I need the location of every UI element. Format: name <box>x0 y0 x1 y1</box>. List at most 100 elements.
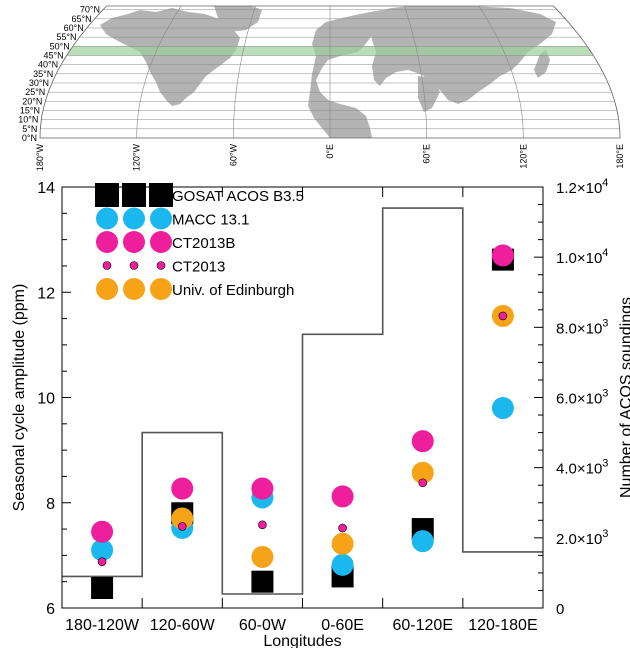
legend-marker <box>150 207 172 230</box>
svg-text:120°W: 120°W <box>132 144 142 172</box>
point-univ-of-edinburgh <box>171 507 194 530</box>
point-ct2013 <box>418 478 428 488</box>
legend-label: MACC 13.1 <box>172 212 250 229</box>
svg-text:0°E: 0°E <box>325 144 335 159</box>
amplitude-chart: 6 8 10 12 14 0 2.0×103 4.0×103 6.0×103 8.0×103 1.… <box>11 177 630 648</box>
legend-marker <box>156 261 166 270</box>
map-lon-label: 120°E <box>518 144 528 169</box>
point-ct2013 <box>258 520 267 530</box>
y-tick-label: 12 <box>37 285 55 302</box>
europe-africa-landmass <box>308 14 376 138</box>
map-graticule <box>40 6 620 138</box>
data-points <box>91 244 514 600</box>
point-gosat-acos-b3-5 <box>91 577 114 600</box>
y2-axis-label: Number of ACOS soundings <box>618 297 630 498</box>
point-ct2013b <box>171 477 194 500</box>
highlighted-latitude-band <box>40 46 620 56</box>
y-axis-label: Seasonal cycle amplitude (ppm) <box>11 284 28 512</box>
y2-tick-label: 2.0×103 <box>556 528 608 548</box>
map-lat-label: 40°N <box>38 60 58 70</box>
legend-entry: MACC 13.1 <box>96 207 250 230</box>
legend-entry: CT2013B <box>96 231 235 253</box>
point-ct2013b <box>91 520 114 543</box>
point-ct2013b <box>491 244 514 267</box>
legend-marker <box>96 207 118 230</box>
point-univ-of-edinburgh <box>331 532 354 555</box>
point-ct2013 <box>498 311 508 321</box>
map-lat-label: 45°N <box>44 51 64 61</box>
map-lat-label: 55°N <box>56 32 76 42</box>
map-lat-label: 10°N <box>18 115 38 125</box>
y2-tick-label: 6.0×103 <box>556 388 608 408</box>
legend-label: GOSAT ACOS B3.5 <box>172 188 304 205</box>
point-macc-13-1 <box>331 553 354 576</box>
legend-marker <box>102 261 112 270</box>
x-tick-label: 180-120W <box>65 617 140 634</box>
legend-marker <box>123 207 145 230</box>
meridian-line <box>136 6 182 138</box>
point-ct2013 <box>338 523 347 533</box>
map-lat-label: 15°N <box>20 106 40 116</box>
y2-tick-label: 0 <box>556 601 564 618</box>
point-univ-of-edinburgh <box>251 545 274 568</box>
map-lat-label: 0°N <box>22 133 37 143</box>
soundings-step-line <box>62 207 543 595</box>
map-outline <box>39 5 621 139</box>
legend-marker <box>123 231 145 253</box>
map-lat-label: 25°N <box>25 87 45 97</box>
map-longitude-labels: 180°W 120°W 60°W 0°E 60°E 120°E 180°E <box>35 143 625 171</box>
y2-axis-ticks: 0 2.0×103 4.0×103 6.0×103 8.0×103 1.0×104 1.2×… <box>534 177 608 618</box>
legend-entry: CT2013 <box>102 259 225 276</box>
meridian-line <box>404 6 427 138</box>
legend-marker <box>96 278 118 300</box>
point-univ-of-edinburgh <box>411 461 434 484</box>
point-macc-13-1 <box>491 397 514 420</box>
map-lon-label: 180°W <box>35 144 45 172</box>
map-lon-label: 180°E <box>615 144 625 169</box>
map-latitude-labels: 0°N5°N10°N15°N20°N25°N30°N35°N40°N45°N50… <box>18 5 100 143</box>
y-axis-ticks: 6 8 10 12 14 <box>37 180 71 618</box>
x-tick-label: 0-60E <box>321 617 364 634</box>
map-lat-label: 20°N <box>22 96 42 106</box>
legend-entry: Univ. of Edinburgh <box>96 278 294 300</box>
map-lat-label: 35°N <box>33 69 53 79</box>
plot-frame <box>61 186 544 609</box>
japan-landmass <box>534 50 550 78</box>
map-lat-label: 65°N <box>72 14 92 24</box>
meridian-line <box>478 6 524 138</box>
y2-tick-label: 1.2×104 <box>556 177 608 197</box>
point-ct2013b <box>331 485 354 508</box>
svg-text:60°E: 60°E <box>422 144 432 164</box>
x-axis-ticks: 180-120W 120-60W 60-0W 0-60E 60-120E 120-180E <box>61 187 544 634</box>
point-ct2013 <box>97 557 107 566</box>
legend-label: CT2013B <box>172 235 235 252</box>
map-lat-label: 5°N <box>22 124 37 134</box>
map-lon-label: 0°E <box>325 144 335 159</box>
legend-label: CT2013 <box>172 259 225 276</box>
map-lon-label: 60°W <box>228 143 238 166</box>
x-tick-label: 120-180E <box>468 617 537 634</box>
y-tick-label: 14 <box>37 180 55 197</box>
svg-text:180°W: 180°W <box>35 144 45 172</box>
point-gosat-acos-b3-5 <box>251 570 274 593</box>
map-lat-label: 30°N <box>29 78 49 88</box>
x-tick-label: 120-60W <box>150 617 216 634</box>
legend-marker <box>122 183 146 207</box>
x-tick-label: 60-120E <box>393 617 454 634</box>
y-tick-label: 10 <box>37 391 55 408</box>
map-lon-label: 120°W <box>132 144 142 172</box>
legend-marker <box>150 278 172 300</box>
x-axis-label: Longitudes <box>263 633 341 648</box>
point-ct2013b <box>411 430 434 453</box>
y-tick-label: 6 <box>46 601 55 618</box>
y2-tick-label: 1.0×104 <box>556 247 608 267</box>
legend-marker <box>150 231 172 253</box>
legend-entry: GOSAT ACOS B3.5 <box>95 183 304 207</box>
legend-label: Univ. of Edinburgh <box>172 282 294 299</box>
x-tick-label: 60-0W <box>239 617 287 634</box>
svg-text:120°E: 120°E <box>518 144 528 169</box>
india-landmass <box>418 76 440 112</box>
legend-marker <box>149 183 173 207</box>
point-macc-13-1 <box>91 539 114 562</box>
